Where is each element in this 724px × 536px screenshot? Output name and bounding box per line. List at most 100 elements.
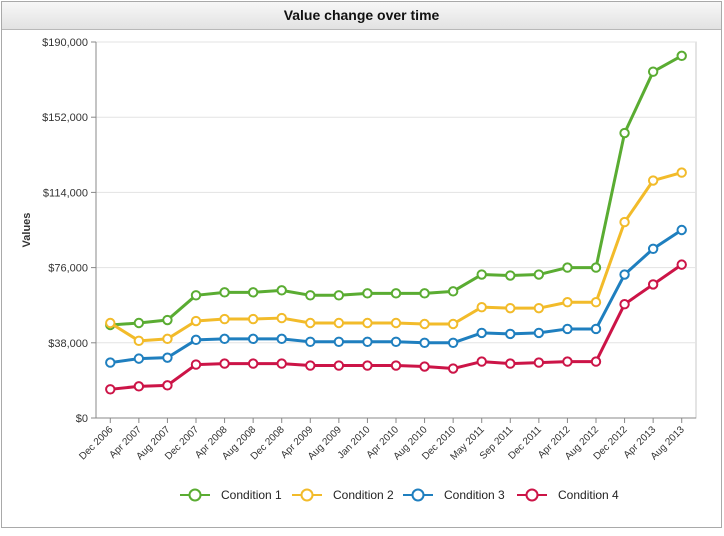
series-line (110, 54, 683, 327)
data-point (305, 336, 316, 348)
data-point (276, 358, 287, 369)
legend-marker (411, 488, 425, 502)
legend-label: Condition 3 (444, 488, 505, 502)
data-point (333, 336, 345, 348)
data-point (162, 314, 173, 326)
y-tick-label: $152,000 (42, 112, 88, 124)
data-point (305, 360, 316, 371)
data-point (219, 313, 230, 325)
data-point (676, 50, 687, 62)
legend-label: Condition 1 (221, 488, 282, 502)
data-point (476, 269, 487, 280)
series-3 (105, 224, 687, 368)
data-point (505, 302, 516, 314)
data-point (590, 297, 602, 308)
y-tick-label: $114,000 (43, 187, 88, 199)
data-point (476, 327, 487, 339)
data-point (362, 317, 373, 329)
series-4 (105, 259, 687, 395)
data-point (447, 363, 459, 374)
data-point (390, 336, 402, 348)
data-point (105, 384, 116, 395)
legend-item: Condition 1 (180, 488, 282, 502)
y-tick-label: $0 (76, 413, 88, 425)
data-point (276, 285, 287, 296)
data-point (105, 357, 116, 368)
data-point (562, 323, 573, 335)
data-point (190, 315, 202, 327)
data-point (619, 216, 630, 228)
data-point (419, 288, 430, 299)
data-point (647, 279, 659, 290)
data-point (476, 301, 487, 313)
data-point (419, 318, 430, 330)
data-point (162, 380, 173, 391)
data-point (305, 317, 316, 329)
data-point (505, 270, 516, 281)
data-point (105, 317, 116, 329)
data-point (362, 360, 373, 371)
data-point (447, 286, 459, 297)
series-line (109, 171, 683, 343)
data-point (190, 334, 202, 346)
series-2 (105, 167, 687, 347)
data-point (562, 356, 573, 367)
legend-marker (300, 488, 314, 502)
data-point (133, 353, 145, 364)
data-point (476, 356, 487, 367)
data-point (447, 318, 459, 330)
data-point (133, 317, 145, 329)
chart-frame: Value change over time (1, 1, 722, 528)
data-point (562, 297, 573, 308)
data-point (333, 317, 345, 329)
data-point (276, 333, 287, 345)
y-tick-label: $38,000 (48, 338, 88, 350)
data-point (590, 262, 602, 273)
data-point (276, 312, 287, 324)
data-point (247, 333, 259, 345)
legend: Condition 1 Condition 2 Condition 3 Conditi… (180, 488, 619, 502)
data-point (247, 313, 259, 325)
legend-item: Condition 2 (292, 488, 394, 502)
y-tick-label: $190,000 (42, 37, 88, 49)
data-point (333, 360, 345, 371)
data-point (162, 333, 173, 345)
data-point (162, 352, 173, 363)
data-point (533, 302, 545, 314)
legend-item: Condition 3 (403, 488, 505, 502)
data-point (390, 317, 402, 329)
chart-title: Value change over time (2, 2, 721, 30)
data-point (590, 323, 602, 335)
legend-label: Condition 2 (333, 488, 394, 502)
data-point (247, 287, 259, 298)
data-point (219, 287, 230, 298)
data-point (562, 262, 573, 273)
data-point (390, 288, 402, 299)
data-point (676, 167, 687, 178)
y-tick-label: $76,000 (48, 263, 88, 275)
data-point (190, 290, 202, 301)
data-point (305, 290, 316, 301)
data-point (676, 259, 687, 270)
data-point (647, 175, 659, 186)
data-point (647, 243, 659, 255)
data-point (219, 358, 230, 369)
data-point (619, 299, 630, 310)
y-axis-label: Values (21, 213, 33, 248)
data-point (619, 269, 630, 280)
data-point (505, 358, 516, 369)
data-point (676, 224, 687, 236)
legend-marker (525, 488, 539, 502)
legend-item: Condition 4 (517, 488, 619, 502)
data-point (333, 290, 345, 301)
data-point (390, 360, 402, 371)
series-lines (105, 50, 687, 395)
data-point (533, 327, 545, 339)
data-point (247, 358, 259, 369)
data-point (590, 356, 602, 367)
data-point (619, 127, 630, 139)
axes: $0 $38,000 $76,000 $114,000 $152,000 $190,000… (21, 37, 696, 463)
data-point (219, 333, 230, 345)
data-point (419, 337, 430, 348)
